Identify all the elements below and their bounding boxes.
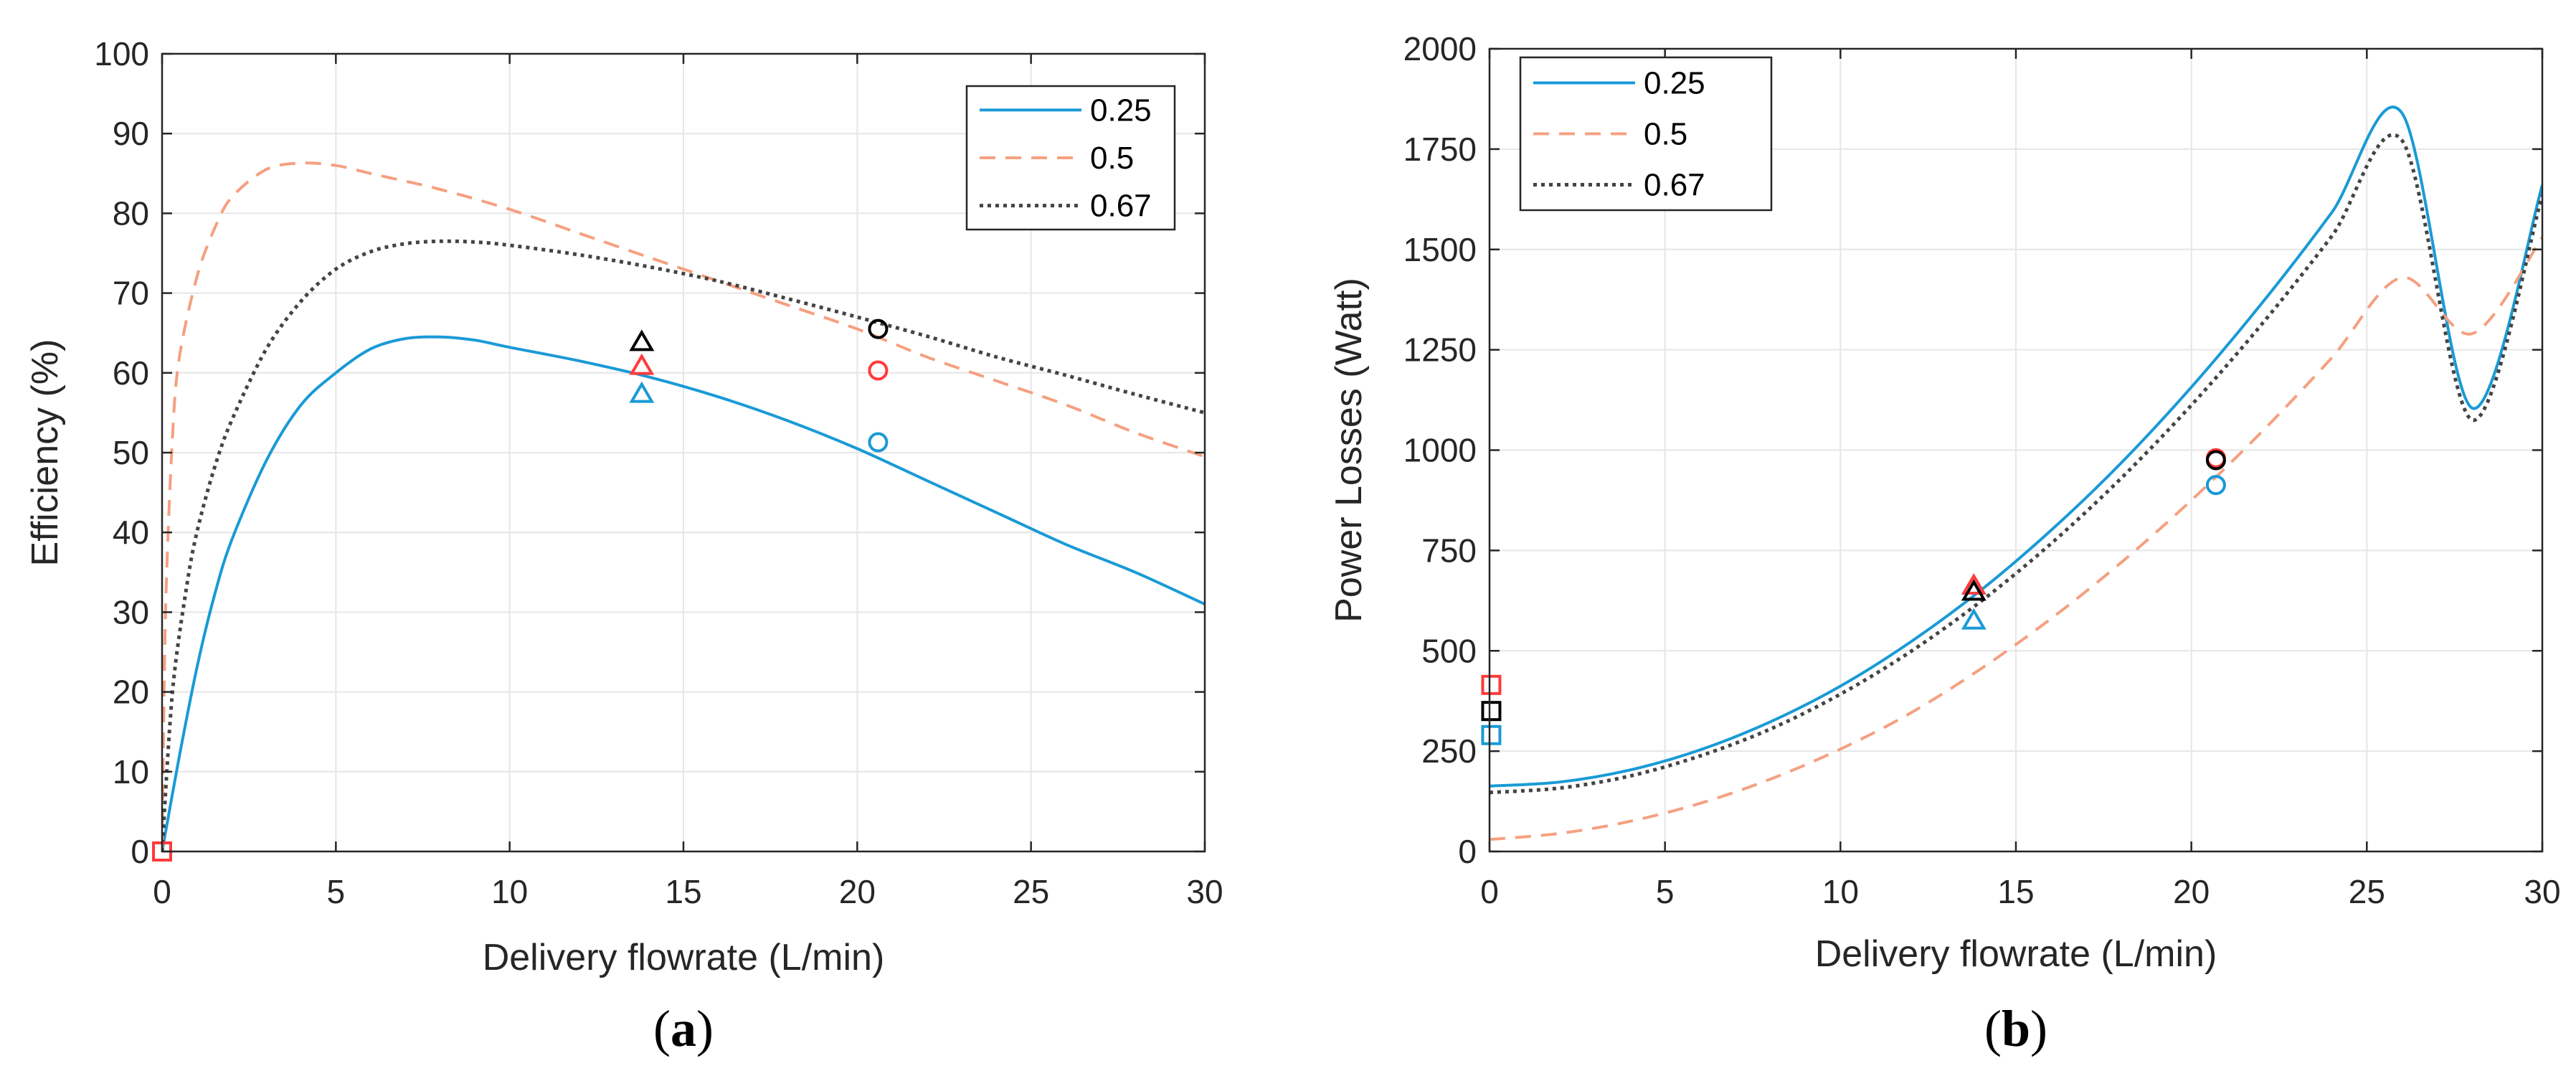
panel-b-x-axis-title: Delivery flowrate (L/min) <box>1815 933 2217 975</box>
panel-a-marker-circle-5 <box>868 432 889 453</box>
panel-b-series <box>1490 105 2542 841</box>
panel-b-y-tick-label-6: 1500 <box>1403 231 1477 268</box>
panel-a-y-tick-label-2: 20 <box>113 674 149 711</box>
panel-b-legend: 0.25 0.5 0.67 <box>1519 56 1773 212</box>
panel-b-y-tick-label-8: 2000 <box>1403 30 1477 67</box>
panel-a-x-axis-title: Delivery flowrate (L/min) <box>483 937 885 978</box>
panel-b-label-open-paren: ( <box>1984 1000 2002 1057</box>
panel-a-marker-circle-4 <box>868 360 889 381</box>
panel-a-label-close-paren: ) <box>696 1000 714 1057</box>
panel-a-y-tick-label-10: 100 <box>94 35 149 72</box>
panel-b-y-tick-label-7: 1750 <box>1403 131 1477 168</box>
panel-a-series-line-0_25 <box>162 335 1205 851</box>
panel-a-x-tick-label-4: 20 <box>839 873 876 910</box>
panel-a-y-tick-label-1: 10 <box>113 753 149 791</box>
panel-a-legend-label-0: 0.25 <box>1090 93 1152 128</box>
panel-b-label-letter: b <box>2002 1000 2030 1057</box>
panel-b-marker-circle-4 <box>2205 450 2226 471</box>
panel-a-ticks: 0 5 10 15 20 25 30 0 10 20 30 40 50 60 70 80 90 100 <box>94 35 1223 910</box>
panel-a-series <box>162 161 1205 851</box>
panel-b-marker-square-8 <box>1481 725 1502 745</box>
panel-a-marker-triangle-0 <box>629 329 655 351</box>
panel-a-marker-triangle-1 <box>629 353 655 375</box>
panel-a-legend-label-1: 0.5 <box>1090 141 1134 176</box>
panel-b-x-tick-label-2: 10 <box>1822 873 1859 910</box>
panel-b-markers <box>1481 448 2226 745</box>
panel-b-y-tick-label-2: 500 <box>1421 632 1477 669</box>
panel-b-y-tick-label-4: 1000 <box>1403 432 1477 469</box>
panel-b-y-tick-label-1: 250 <box>1421 732 1477 770</box>
panel-a-y-tick-label-4: 40 <box>113 514 149 551</box>
panel-a-x-tick-label-0: 0 <box>153 873 171 910</box>
panel-b-x-tick-label-3: 15 <box>1997 873 2034 910</box>
panel-a-y-tick-label-3: 30 <box>113 593 149 631</box>
panel-a-x-tick-label-2: 10 <box>491 873 528 910</box>
panel-b-y-tick-label-0: 0 <box>1458 833 1477 870</box>
panel-a-y-axis-title: Efficiency (%) <box>24 339 66 567</box>
panel-b-ticks: 0 5 10 15 20 25 30 0 250 500 750 1000 1250 1500 1750 20… <box>1403 30 2561 910</box>
panel-b-label: (b) <box>1984 1000 2047 1057</box>
panel-a-y-tick-label-6: 60 <box>113 354 149 392</box>
panel-b-legend-label-0: 0.25 <box>1644 66 1705 101</box>
panel-b-series-line-0_5 <box>1490 236 2542 841</box>
panel-a-series-line-0_5 <box>162 161 1205 851</box>
panel-b-y-axis-title: Power Losses (Watt) <box>1328 278 1370 623</box>
panel-b-x-tick-label-4: 20 <box>2173 873 2210 910</box>
panel-b-marker-triangle-0 <box>1961 572 1987 595</box>
panel-a-x-tick-label-5: 25 <box>1013 873 1049 910</box>
panel-b-series-line-0_25 <box>1490 105 2542 788</box>
panel-b-x-tick-label-5: 25 <box>2349 873 2385 910</box>
panel-a-legend-label-2: 0.67 <box>1090 189 1152 224</box>
panel-a-marker-circle-3 <box>868 318 889 339</box>
panel-a-marker-triangle-2 <box>629 381 655 403</box>
panel-a-markers <box>152 318 889 862</box>
panel-b-y-tick-label-5: 1250 <box>1403 331 1477 369</box>
panel-a-series-line-0_67 <box>162 239 1205 851</box>
panel-a-y-tick-label-5: 50 <box>113 434 149 471</box>
panel-b-power-losses-chart: 0 5 10 15 20 25 30 0 250 500 750 1000 1250 1500 1750 20… <box>1328 30 2561 1057</box>
panel-b-marker-triangle-2 <box>1961 608 1987 630</box>
panel-b-y-tick-label-3: 750 <box>1421 532 1477 569</box>
panel-b-x-tick-label-1: 5 <box>1656 873 1675 910</box>
panel-b-marker-triangle-1 <box>1961 579 1987 601</box>
panel-a-label-open-paren: ( <box>653 1000 671 1057</box>
panel-b-legend-label-1: 0.5 <box>1644 117 1687 152</box>
panel-a-label: (a) <box>653 1000 714 1057</box>
panel-a-x-tick-label-3: 15 <box>665 873 701 910</box>
panel-a-y-tick-label-7: 70 <box>113 275 149 312</box>
panel-b-x-tick-label-0: 0 <box>1480 873 1499 910</box>
panel-b-series-line-0_67 <box>1490 133 2542 795</box>
panel-a-label-letter: a <box>671 1000 696 1057</box>
panel-b-marker-circle-5 <box>2205 475 2226 496</box>
panel-a-legend: 0.25 0.5 0.67 <box>965 85 1176 231</box>
panel-b-marker-square-6 <box>1481 674 1502 695</box>
panel-a-x-tick-label-1: 5 <box>327 873 346 910</box>
panel-a-x-tick-label-6: 30 <box>1186 873 1223 910</box>
panel-a-y-tick-label-0: 0 <box>131 833 149 870</box>
panel-a-y-tick-label-9: 90 <box>113 115 149 152</box>
panel-b-legend-label-2: 0.67 <box>1644 168 1705 203</box>
panel-a-y-tick-label-8: 80 <box>113 194 149 232</box>
panel-b-marker-square-7 <box>1481 701 1502 722</box>
panel-b-x-tick-label-6: 30 <box>2524 873 2560 910</box>
panel-b-label-close-paren: ) <box>2030 1000 2047 1057</box>
